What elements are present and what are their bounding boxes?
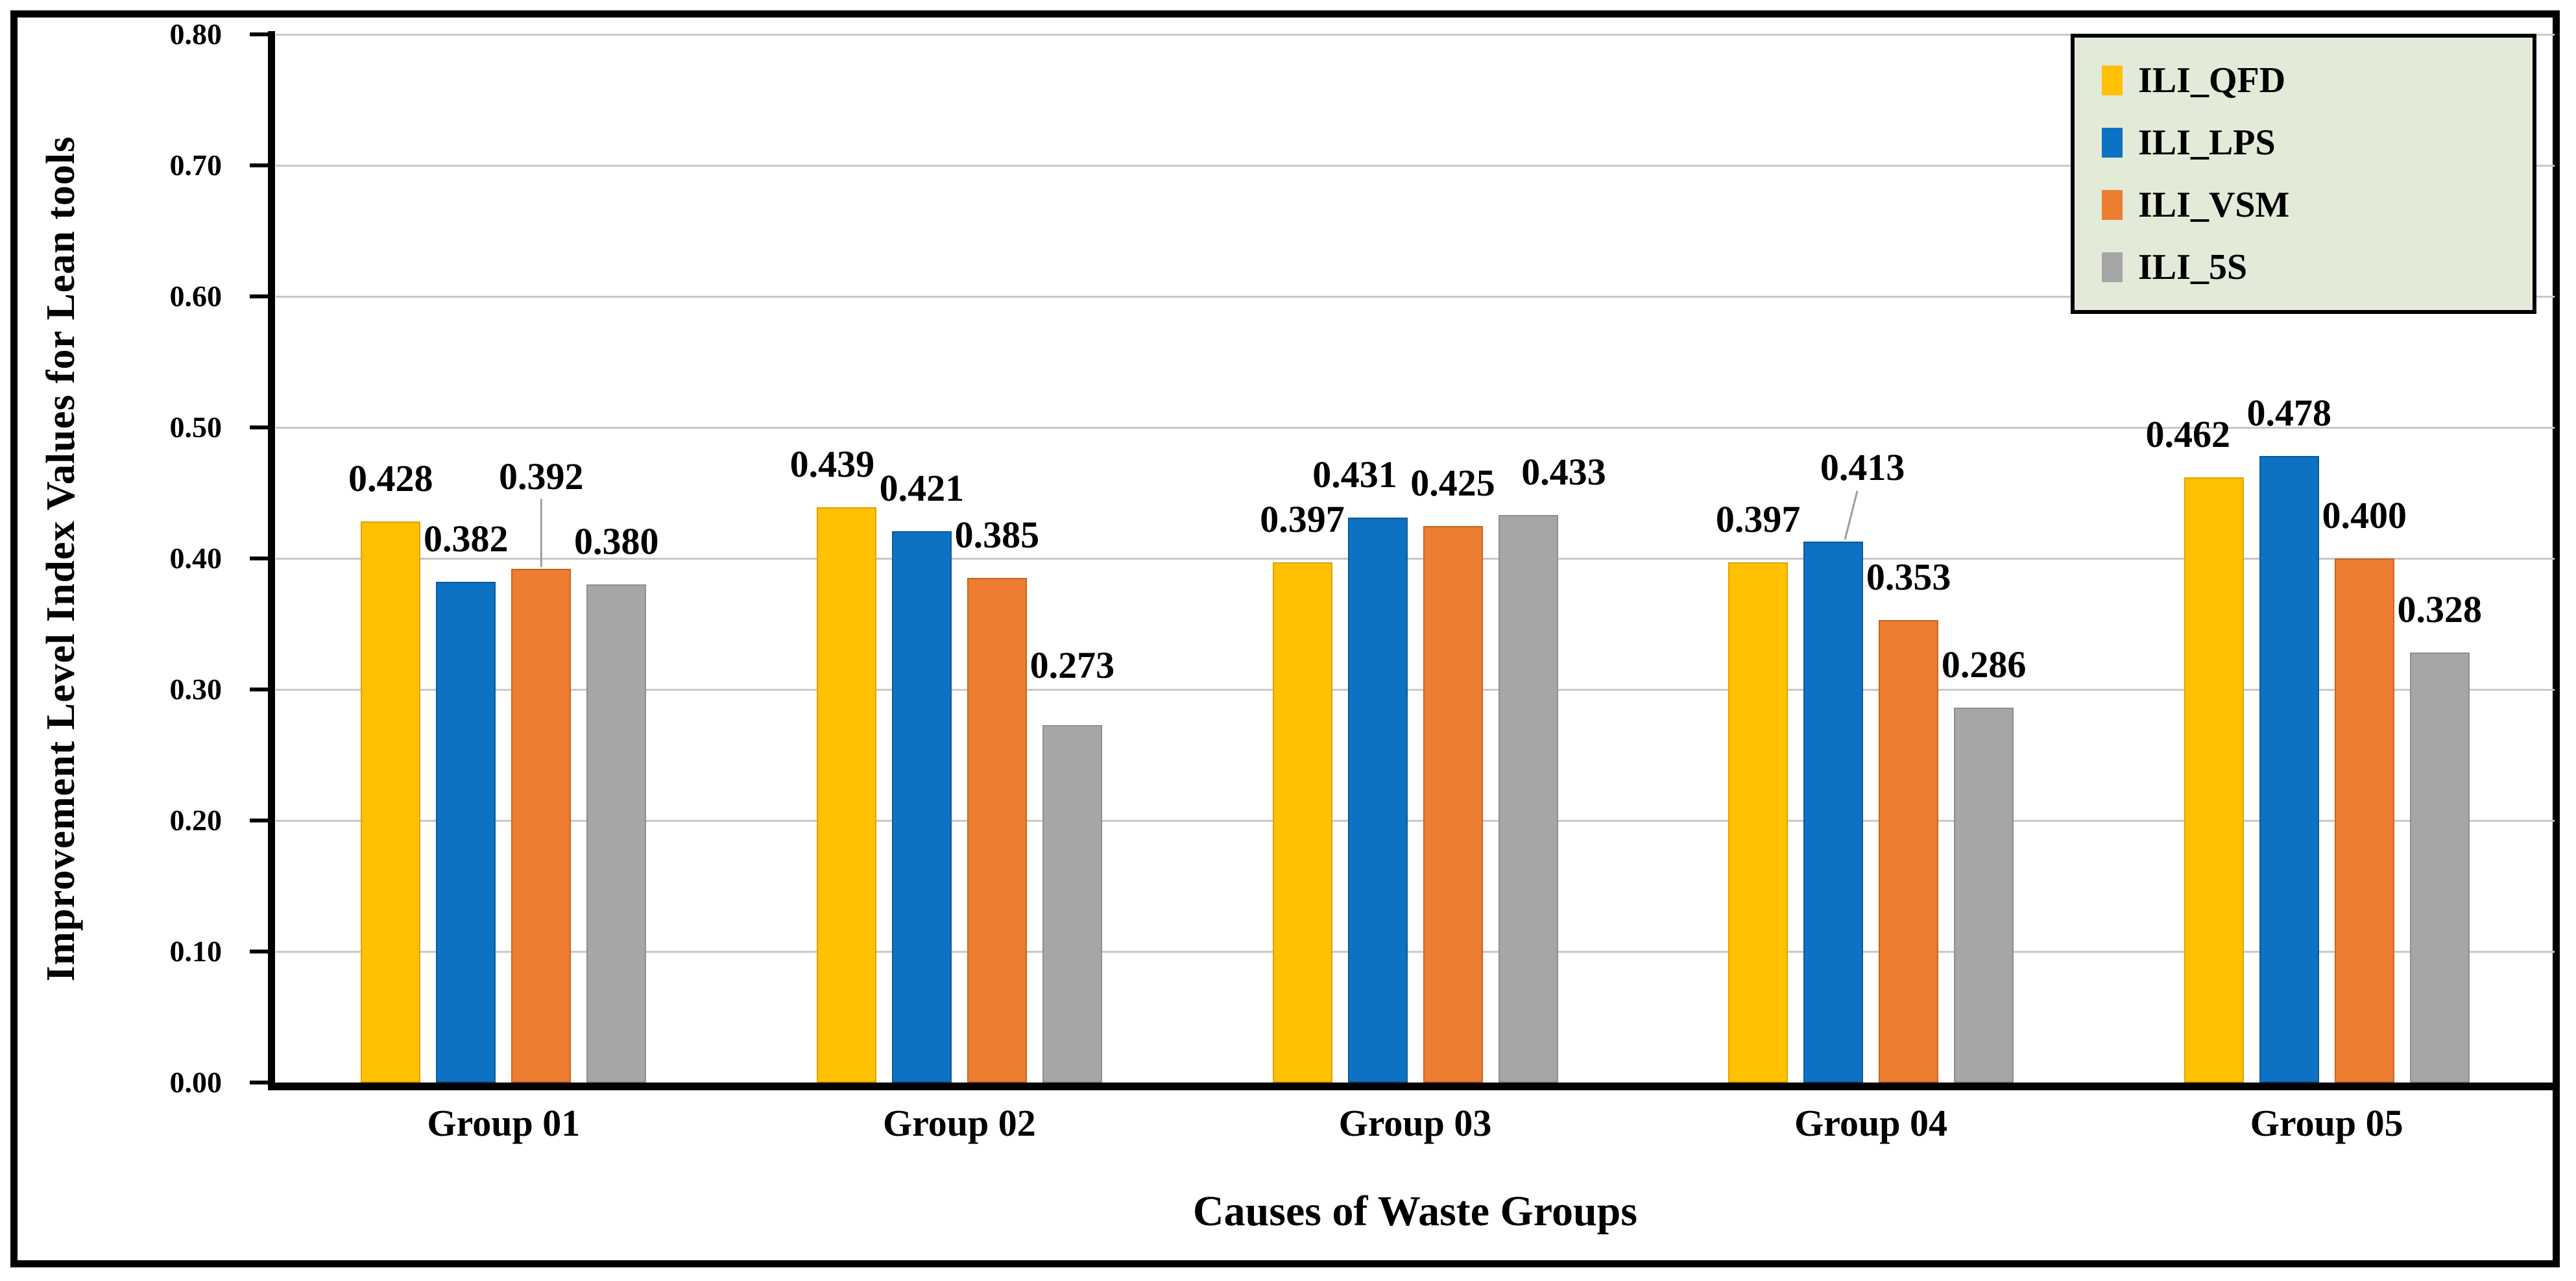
data-label-ILI_LPS-Group04: 0.413	[1820, 446, 1905, 488]
gridline-0.70	[276, 165, 2555, 167]
bar-ILI_LPS-Group02	[891, 531, 952, 1083]
y-tick-label: 0.20	[169, 804, 223, 837]
legend-item-ILI_LPS: ILI_LPS	[2102, 123, 2533, 162]
gridline-0.50	[276, 427, 2555, 429]
legend-label-ILI_5S: ILI_5S	[2138, 247, 2248, 287]
x-axis-line	[268, 1083, 2560, 1090]
bar-ILI_5S-Group05	[2409, 652, 2470, 1083]
gridline-0.40	[276, 558, 2555, 560]
data-label-ILI_LPS-Group02: 0.421	[879, 466, 965, 509]
bar-ILI_VSM-Group05	[2334, 558, 2394, 1083]
legend-swatch-ILI_LPS	[2102, 128, 2123, 158]
legend-item-ILI_5S: ILI_5S	[2102, 248, 2533, 287]
data-label-ILI_5S-Group03: 0.433	[1521, 451, 1606, 494]
y-tick-label: 0.50	[169, 411, 223, 444]
x-category-label-Group04: Group 04	[1794, 1102, 1948, 1144]
gridline-0.80	[276, 34, 2555, 36]
y-tick-0.80	[250, 32, 268, 36]
data-label-ILI_LPS-Group01: 0.382	[424, 518, 509, 560]
bar-ILI_5S-Group01	[586, 584, 647, 1083]
x-category-label-Group01: Group 01	[427, 1102, 581, 1144]
data-label-ILI_5S-Group05: 0.328	[2397, 588, 2482, 631]
bar-ILI_LPS-Group04	[1803, 541, 1864, 1083]
x-axis-title: Causes of Waste Groups	[1192, 1188, 1638, 1235]
legend: ILI_QFD ILI_LPS ILI_VSM ILI_5S	[2071, 34, 2536, 314]
legend-item-ILI_VSM: ILI_VSM	[2102, 186, 2533, 224]
y-tick-0.00	[250, 1081, 268, 1084]
bar-ILI_QFD-Group02	[816, 507, 876, 1083]
data-label-ILI_VSM-Group05: 0.400	[2322, 494, 2407, 536]
bar-ILI_VSM-Group01	[511, 569, 572, 1083]
y-tick-0.10	[250, 950, 268, 953]
legend-swatch-ILI_VSM	[2102, 190, 2123, 220]
y-tick-label: 0.70	[169, 149, 223, 182]
data-label-ILI_LPS-Group03: 0.431	[1312, 453, 1397, 496]
y-tick-0.70	[250, 163, 268, 167]
gridline-0.60	[276, 296, 2555, 298]
legend-swatch-ILI_QFD	[2102, 66, 2123, 95]
bar-ILI_5S-Group04	[1954, 708, 2014, 1083]
x-category-label-Group02: Group 02	[882, 1102, 1036, 1144]
y-tick-label: 0.40	[169, 542, 223, 575]
gridline-0.20	[276, 820, 2555, 822]
bar-ILI_VSM-Group03	[1423, 525, 1483, 1083]
y-tick-label: 0.10	[169, 935, 223, 968]
y-tick-label: 0.30	[169, 673, 223, 706]
y-tick-0.30	[250, 688, 268, 691]
y-tick-0.20	[250, 819, 268, 822]
y-tick-label: 0.00	[169, 1066, 223, 1099]
data-label-ILI_LPS-Group05: 0.478	[2246, 392, 2331, 435]
x-category-label-Group03: Group 03	[1338, 1102, 1492, 1144]
bar-ILI_5S-Group02	[1042, 724, 1102, 1083]
y-tick-label: 0.60	[169, 280, 223, 313]
x-category-label-Group05: Group 05	[2250, 1102, 2403, 1144]
bar-ILI_QFD-Group01	[361, 521, 421, 1083]
legend-swatch-ILI_5S	[2102, 252, 2123, 282]
bar-ILI_VSM-Group02	[967, 578, 1027, 1083]
y-tick-label: 0.80	[169, 18, 223, 51]
bar-ILI_5S-Group03	[1498, 515, 1558, 1083]
bar-ILI_QFD-Group04	[1728, 562, 1788, 1083]
data-label-ILI_QFD-Group02: 0.439	[789, 443, 875, 486]
legend-label-ILI_VSM: ILI_VSM	[2138, 185, 2290, 225]
data-label-ILI_VSM-Group03: 0.425	[1410, 461, 1495, 504]
y-tick-0.60	[250, 294, 268, 298]
gridline-0.10	[276, 951, 2555, 953]
gridline-0.30	[276, 689, 2555, 691]
legend-label-ILI_LPS: ILI_LPS	[2138, 123, 2276, 163]
bar-ILI_VSM-Group04	[1879, 619, 1939, 1083]
bar-ILI_LPS-Group05	[2259, 456, 2319, 1083]
data-label-ILI_QFD-Group03: 0.397	[1260, 498, 1345, 541]
data-label-ILI_VSM-Group01: 0.392	[499, 455, 584, 498]
data-label-ILI_QFD-Group01: 0.428	[348, 457, 433, 500]
bar-ILI_LPS-Group01	[436, 582, 496, 1083]
data-label-ILI_5S-Group01: 0.380	[574, 520, 659, 563]
data-label-ILI_5S-Group04: 0.286	[1941, 643, 2027, 686]
legend-item-ILI_QFD: ILI_QFD	[2102, 61, 2533, 100]
y-tick-0.40	[250, 557, 268, 560]
data-label-ILI_QFD-Group04: 0.397	[1715, 498, 1801, 541]
data-label-ILI_5S-Group02: 0.273	[1029, 643, 1115, 686]
bar-ILI_QFD-Group03	[1272, 562, 1332, 1083]
y-tick-0.50	[250, 425, 268, 429]
data-label-ILI_VSM-Group04: 0.353	[1866, 555, 1951, 598]
chart-outer-frame	[10, 10, 2560, 1267]
y-axis-title-text: Improvement Level Index Values for Lean …	[39, 136, 84, 981]
y-axis-line	[268, 31, 275, 1090]
data-label-ILI_VSM-Group02: 0.385	[954, 514, 1040, 557]
bar-ILI_QFD-Group05	[2184, 477, 2244, 1083]
data-label-ILI_QFD-Group05: 0.462	[2145, 413, 2230, 455]
bar-ILI_LPS-Group03	[1347, 518, 1408, 1083]
legend-label-ILI_QFD: ILI_QFD	[2138, 60, 2286, 101]
